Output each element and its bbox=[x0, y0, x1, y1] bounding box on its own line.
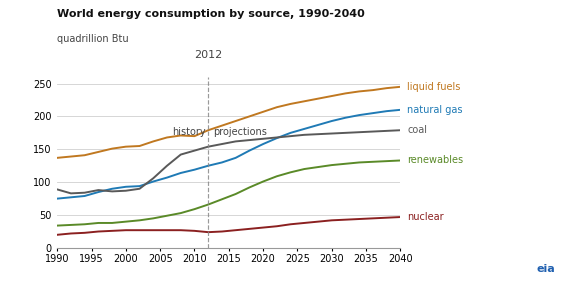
Text: World energy consumption by source, 1990-2040: World energy consumption by source, 1990… bbox=[57, 9, 365, 19]
Text: quadrillion Btu: quadrillion Btu bbox=[57, 34, 129, 44]
Text: projections: projections bbox=[213, 127, 267, 137]
Text: nuclear: nuclear bbox=[407, 212, 444, 222]
Text: liquid fuels: liquid fuels bbox=[407, 82, 460, 92]
Text: 2012: 2012 bbox=[194, 50, 223, 60]
Text: renewables: renewables bbox=[407, 156, 463, 166]
Text: history: history bbox=[172, 127, 205, 137]
Text: natural gas: natural gas bbox=[407, 105, 463, 115]
Text: coal: coal bbox=[407, 125, 427, 135]
Text: eia: eia bbox=[536, 264, 555, 274]
